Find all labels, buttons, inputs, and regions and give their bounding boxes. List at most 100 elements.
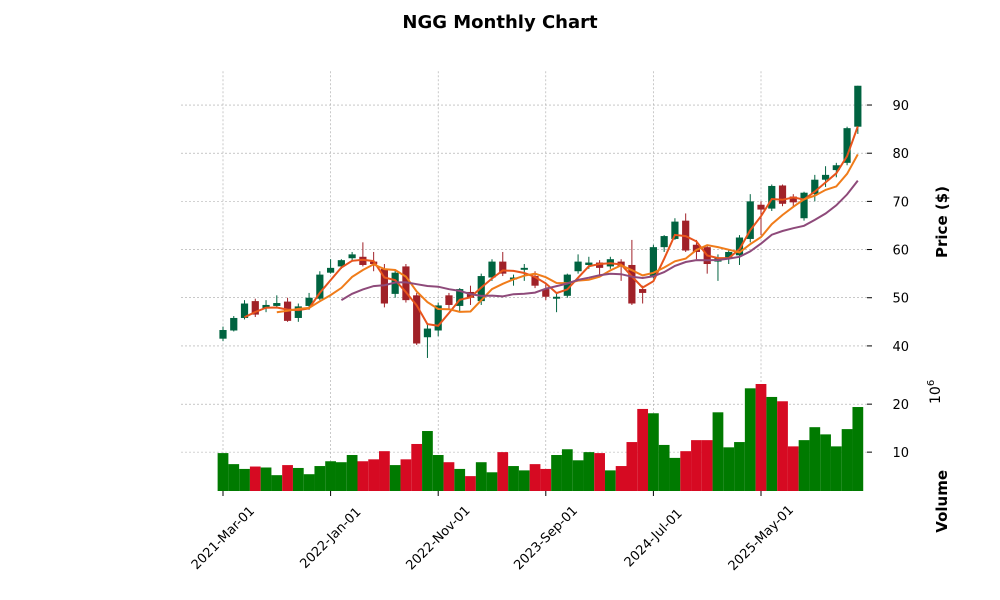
volume-bar <box>325 461 336 491</box>
volume-bar <box>303 474 315 491</box>
candle-body <box>660 236 668 248</box>
x-tick-label: 2022-Nov-01 <box>404 503 474 573</box>
volume-bar <box>637 408 649 491</box>
candle-body <box>348 254 356 259</box>
volume-bar <box>712 412 724 491</box>
volume-axis-label: Volume <box>933 470 951 533</box>
volume-bar <box>454 468 466 491</box>
candle-body <box>337 260 345 267</box>
volume-bar <box>368 459 380 491</box>
volume-bar <box>680 451 692 491</box>
candle-body <box>294 306 302 318</box>
volume-bar <box>529 464 541 491</box>
volume-bar <box>292 467 304 491</box>
volume-bar <box>486 472 498 491</box>
volume-bar <box>314 466 326 491</box>
y-tick-label: 10 <box>892 446 909 461</box>
candle-body <box>262 304 270 309</box>
candle-body <box>789 196 797 203</box>
x-tick-label: 2023-Sep-01 <box>511 504 581 574</box>
volume-bar <box>626 442 638 491</box>
y-tick-label: 40 <box>892 340 909 355</box>
volume-exponent: 106 <box>926 380 944 404</box>
candle-body <box>811 179 819 195</box>
volume-bar <box>820 434 831 491</box>
candle-body <box>456 289 464 306</box>
candle-body <box>649 247 657 277</box>
volume-bar <box>787 446 799 491</box>
candle-body <box>552 296 561 299</box>
volume-bar <box>572 460 584 491</box>
volume-bar <box>604 470 616 491</box>
x-tick-label: 2022-Jan-01 <box>297 505 364 572</box>
y-tick-label: 80 <box>892 147 909 162</box>
y-tick-label: 60 <box>892 244 909 259</box>
candle-body <box>757 204 765 210</box>
volume-bar <box>723 447 735 491</box>
volume-bar <box>734 442 745 491</box>
volume-bar <box>346 455 358 491</box>
candle-body <box>596 262 604 268</box>
y-tick-label: 20 <box>892 398 909 413</box>
volume-bar <box>508 466 519 491</box>
candle-body <box>542 289 550 297</box>
volume-bar <box>798 440 810 491</box>
candle-body <box>725 251 733 258</box>
volume-bar <box>658 444 670 491</box>
volume-bar <box>335 462 347 491</box>
candle-body <box>574 261 582 272</box>
candle-body <box>746 201 754 239</box>
volume-bar <box>357 461 369 491</box>
candle-body <box>251 301 259 315</box>
volume-bar <box>777 401 788 491</box>
volume-bar <box>443 462 455 491</box>
candle-body <box>434 305 442 331</box>
candle-body <box>273 303 281 306</box>
candle-body <box>219 330 227 339</box>
candle-body <box>800 192 808 219</box>
candle-body <box>531 276 539 286</box>
candle-body <box>327 267 335 273</box>
candle-body <box>445 295 453 305</box>
moving-average <box>244 126 859 327</box>
candle-body <box>768 185 776 209</box>
candle-body <box>692 244 701 252</box>
candle-body <box>423 328 432 338</box>
candle-body <box>735 237 744 256</box>
volume-bar <box>518 470 530 491</box>
exponent: 6 <box>926 380 937 386</box>
volume-bar <box>411 443 423 491</box>
x-tick-label: 2024-Jul-01 <box>622 506 686 570</box>
volume-bar <box>852 407 864 491</box>
volume-bar <box>540 468 552 491</box>
candle-body <box>639 289 647 293</box>
candle-body <box>488 261 496 278</box>
candle-body <box>821 174 830 180</box>
candle-body <box>230 317 238 331</box>
volume-bar <box>432 455 444 491</box>
y-tick-label: 70 <box>892 195 909 210</box>
volume-bar <box>648 413 659 491</box>
chart-title: NGG Monthly Chart <box>402 12 598 33</box>
price-axis-label: Price ($) <box>933 186 951 258</box>
candle-body <box>832 165 840 171</box>
candle-body <box>843 128 851 163</box>
volume-bar <box>701 440 713 491</box>
volume-bar <box>830 446 842 491</box>
volume-bar <box>475 462 487 491</box>
candle-body <box>413 295 421 344</box>
candle-body <box>305 297 313 306</box>
volume-bar <box>594 453 605 491</box>
candle-body <box>240 303 249 318</box>
candle-body <box>671 221 679 239</box>
volume-bar <box>389 465 401 491</box>
candle-body <box>854 85 862 127</box>
volume-bar <box>282 465 293 491</box>
volume-bar <box>841 429 853 491</box>
volume-bar <box>497 452 509 491</box>
volume-bar <box>379 451 390 491</box>
volume-bar <box>260 467 272 491</box>
volume-bar <box>583 452 595 491</box>
volume-bar <box>400 459 412 491</box>
